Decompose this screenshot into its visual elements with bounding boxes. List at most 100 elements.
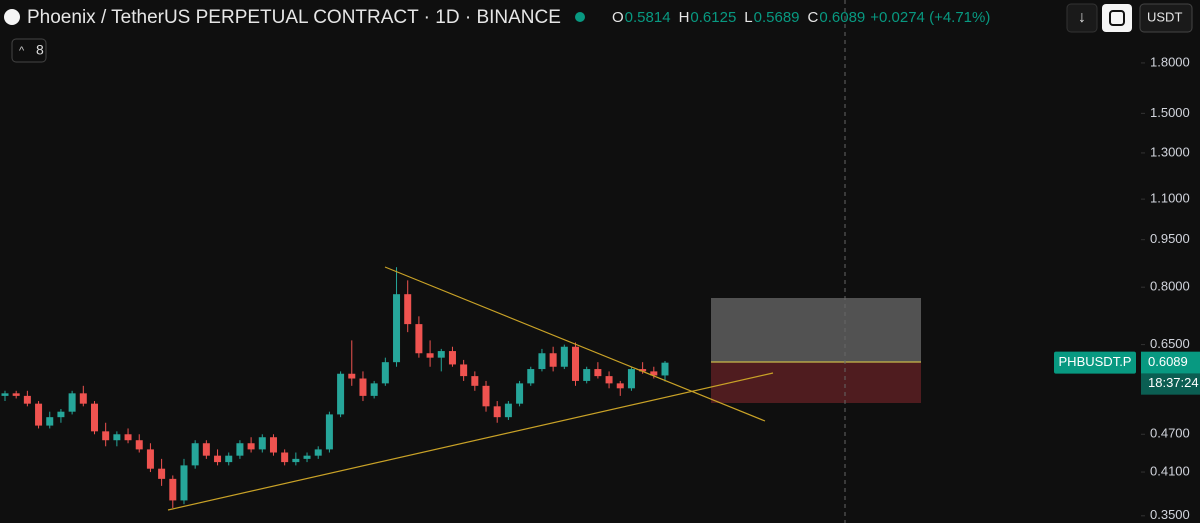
candle-body [269, 437, 277, 453]
candle-body [258, 437, 266, 450]
y-tick-label: 0.4100 [1150, 463, 1190, 478]
countdown: 18:37:24 [1148, 375, 1199, 390]
y-tick-label: 0.3500 [1150, 507, 1190, 522]
y-tick-label: 0.8000 [1150, 279, 1190, 294]
candle-body [516, 383, 524, 404]
candle-body [493, 406, 501, 418]
candle-body [169, 478, 177, 501]
price-tag-bg [1141, 351, 1200, 374]
candle-body [627, 369, 635, 389]
price-tag: 0.6089 [1148, 354, 1188, 369]
candle-body [214, 455, 222, 463]
candle-body [281, 452, 289, 463]
candle-body [314, 449, 322, 456]
candle-body [426, 353, 434, 358]
y-tick-label: 0.9500 [1150, 231, 1190, 246]
candle-body [1, 393, 9, 396]
countdown-bg [1141, 373, 1200, 395]
candle-body [560, 346, 568, 367]
trendline [384, 266, 766, 422]
candle-body [594, 369, 602, 377]
candle-body [79, 393, 87, 404]
candle-body [504, 403, 512, 418]
candle-body [650, 371, 658, 376]
currency: USDT [1147, 9, 1182, 24]
change: +0.0274 (+4.71%) [870, 9, 990, 26]
ohlc-value: 0.5814 [625, 9, 671, 26]
ohlc-label: O [612, 9, 624, 26]
candle-body [247, 443, 255, 450]
candle-body [23, 395, 31, 404]
candle-body [303, 455, 311, 459]
candle-body [35, 403, 43, 426]
symbol-icon [4, 9, 20, 25]
candle-body [381, 362, 389, 384]
status-dot [575, 12, 585, 22]
candle-body [471, 376, 479, 386]
candle-body [124, 434, 132, 441]
trendline [167, 372, 774, 511]
candle-body [325, 414, 333, 450]
candle-body [180, 465, 188, 501]
candle-body [572, 346, 580, 381]
candle-body [68, 393, 76, 412]
indicator-count: 8 [36, 42, 44, 58]
ohlc-label: H [679, 9, 690, 26]
candle-body [46, 417, 54, 426]
candle-body [113, 434, 121, 441]
candle-body [225, 455, 233, 463]
candle-body [57, 411, 65, 418]
candle-body [639, 369, 647, 372]
candle-body [292, 458, 300, 463]
target-zone [711, 298, 921, 362]
symbol-tag: PHBUSDT.P [1059, 354, 1132, 369]
stop-zone [711, 362, 921, 403]
symbol-tag-bg [1054, 351, 1136, 374]
currency-button[interactable] [1139, 3, 1193, 33]
candle-body [337, 373, 345, 415]
candle-body [348, 373, 356, 379]
indicator-toggle[interactable] [11, 38, 47, 63]
candle-body [437, 351, 445, 358]
candle-body [90, 403, 98, 432]
price-tags: PHBUSDT.P 0.6089 18:37:24 [1054, 351, 1200, 395]
candle-body [583, 369, 591, 381]
candle-body [12, 393, 20, 396]
candle-body [448, 351, 456, 365]
candle-body [661, 362, 669, 376]
ohlc-value: 0.6089 [819, 9, 865, 26]
candle-body [538, 353, 546, 370]
candle-body [158, 468, 166, 479]
candle-body [460, 364, 468, 377]
candle-body [482, 385, 490, 407]
y-tick-label: 1.8000 [1150, 54, 1190, 69]
chart-title: Phoenix / TetherUS PERPETUAL CONTRACT · … [27, 7, 561, 28]
ohlc-value: 0.6125 [690, 9, 736, 26]
candle-body [102, 431, 110, 441]
candle-body [616, 383, 624, 389]
candle-body [236, 443, 244, 456]
candle-body [370, 383, 378, 396]
caret: ^ [19, 45, 25, 57]
candle-body [605, 376, 613, 384]
candle-body [359, 378, 367, 396]
reset-icon [1109, 10, 1125, 26]
scroll-button[interactable] [1066, 3, 1098, 33]
candle-body [202, 443, 210, 456]
ohlc-legend: O 0.5814 H 0.6125 L 0.5689 C 0.6089 +0.0274 (+4.… [612, 9, 990, 26]
ohlc-label: L [744, 9, 752, 26]
candle-body [415, 324, 423, 354]
candle-body [191, 443, 199, 466]
down-arrow: ↓ [1078, 9, 1086, 26]
candle-body [393, 294, 401, 363]
candle-body [146, 449, 154, 469]
y-tick-label: 1.1000 [1150, 191, 1190, 206]
candle-body [135, 440, 143, 450]
ohlc-label: C [808, 9, 819, 26]
ohlc-value: 0.5689 [754, 9, 800, 26]
candle-body [549, 353, 557, 367]
reset-button[interactable] [1102, 4, 1132, 32]
candle-body [404, 294, 412, 325]
